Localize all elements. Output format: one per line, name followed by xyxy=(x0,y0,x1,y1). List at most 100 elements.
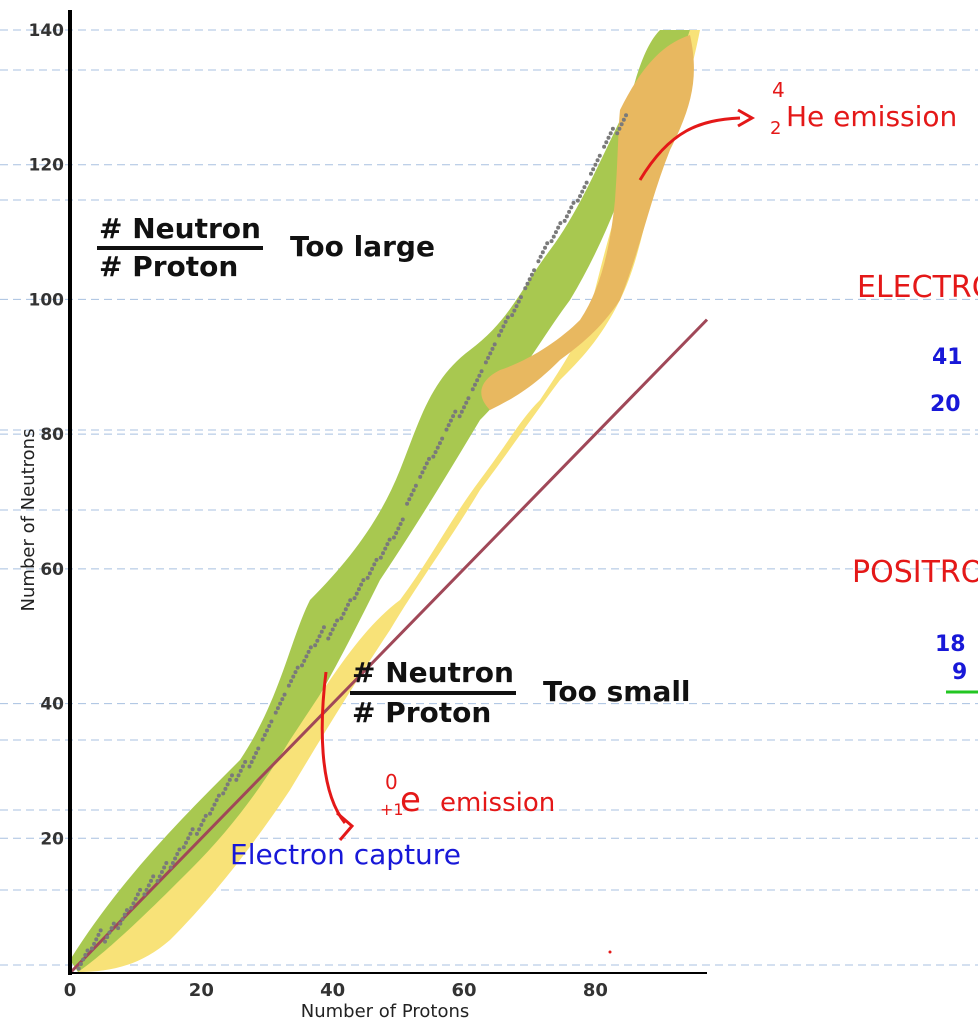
nucleus-dot xyxy=(407,497,412,502)
nucleus-dot xyxy=(387,537,392,542)
x-tick-label: 40 xyxy=(320,980,345,1001)
nucleus-dot xyxy=(477,373,482,378)
nucleus-dot xyxy=(580,189,585,194)
nucleus-dot xyxy=(608,131,613,136)
nucleus-dot xyxy=(177,847,182,852)
nucleus-dot xyxy=(330,627,335,632)
nucleus-dot xyxy=(446,423,451,428)
nucleus-dot xyxy=(81,957,86,962)
nucleus-dot xyxy=(216,793,221,798)
nucleus-dot xyxy=(475,378,480,383)
nucleus-dot xyxy=(116,926,121,931)
nucleus-dot xyxy=(615,131,620,136)
he-atomic-number: 2 xyxy=(770,118,782,139)
nucleus-dot xyxy=(94,937,99,942)
nucleus-dot xyxy=(621,117,626,122)
nucleus-dot xyxy=(405,501,410,506)
nucleus-dot xyxy=(317,634,322,639)
positron-heading: POSITRON xyxy=(852,555,978,590)
nucleus-dot xyxy=(76,966,81,971)
nucleus-dot xyxy=(593,162,598,167)
nucleus-dot xyxy=(588,171,593,176)
nucleus-dot xyxy=(453,409,458,414)
nucleus-dot xyxy=(490,346,495,351)
y-tick-label: 80 xyxy=(40,425,64,445)
nucleus-dot xyxy=(300,663,305,668)
nucleus-dot xyxy=(372,562,377,567)
nucleus-dot xyxy=(326,636,331,641)
nucleus-dot xyxy=(243,759,248,764)
nucleus-dot xyxy=(313,643,318,648)
nucleus-dot xyxy=(168,865,173,870)
bottom-fraction-numerator: # Neutron xyxy=(350,655,516,695)
nucleus-dot xyxy=(367,571,372,576)
nucleus-dot xyxy=(595,158,600,163)
electron-capture-label: Electron capture xyxy=(230,838,461,871)
he-emission-arrowhead xyxy=(737,108,756,128)
nucleus-dot xyxy=(210,807,215,812)
nucleus-dot xyxy=(492,342,497,347)
y-tick-label: 100 xyxy=(29,290,65,310)
nucleus-dot xyxy=(538,254,543,259)
nucleus-dot xyxy=(83,953,88,958)
nucleus-dot xyxy=(306,649,311,654)
nucleus-dot xyxy=(346,602,351,607)
nuclide-20: 20 xyxy=(930,392,961,417)
nucleus-dot xyxy=(556,225,561,230)
x-tick-label: 60 xyxy=(451,980,476,1001)
nucleus-dot xyxy=(262,733,267,738)
nucleus-dot xyxy=(374,557,379,562)
nucleus-dot xyxy=(437,441,442,446)
y-tick-label: 40 xyxy=(40,695,64,715)
nucleus-dot xyxy=(510,313,515,318)
nucleus-dot xyxy=(409,492,414,497)
axes xyxy=(68,10,707,975)
nucleus-dot xyxy=(431,454,436,459)
grid-lines xyxy=(0,29,978,966)
nucleus-dot xyxy=(597,153,602,158)
nucleus-dot xyxy=(129,905,134,910)
nucleus-dot xyxy=(543,245,548,250)
nucleus-dot xyxy=(505,315,510,320)
nucleus-dot xyxy=(92,941,97,946)
nucleus-dot xyxy=(571,200,576,205)
y-tick-label: 60 xyxy=(40,560,64,580)
nucleus-dot xyxy=(516,299,521,304)
nucleus-dot xyxy=(256,746,261,751)
nucleus-dot xyxy=(348,598,353,603)
nucleus-dot xyxy=(295,665,300,670)
nucleus-dot xyxy=(472,382,477,387)
nucleus-dot xyxy=(221,791,226,796)
region-orange xyxy=(481,35,694,410)
nucleus-dot xyxy=(149,878,154,883)
nucleus-dot xyxy=(289,679,294,684)
nucleus-dot xyxy=(151,874,156,879)
nucleus-dot xyxy=(107,930,112,935)
beta-plus-arrow xyxy=(320,671,347,824)
nucleus-dot xyxy=(584,180,589,185)
region-green xyxy=(70,30,690,972)
nucleus-dot xyxy=(159,869,164,874)
beta-charge: +1 xyxy=(380,800,404,819)
y-tick-label: 140 xyxy=(29,21,65,41)
nucleus-dot xyxy=(227,777,232,782)
one-to-one-line xyxy=(68,318,709,975)
he-emission-label: He emission xyxy=(786,100,958,133)
nucleus-dot xyxy=(462,405,467,410)
nucleus-dot xyxy=(624,113,629,118)
nucleus-dot xyxy=(427,456,432,461)
nucleus-dot xyxy=(203,813,208,818)
nucleus-dot xyxy=(536,259,541,264)
nucleus-dot xyxy=(146,883,151,888)
nucleus-dot xyxy=(486,355,491,360)
y-tick-label: 120 xyxy=(29,156,65,176)
nucleus-dot xyxy=(479,369,484,374)
nucleus-dot xyxy=(122,912,127,917)
nucleus-dot xyxy=(278,701,283,706)
top-fraction-denominator: # Proton xyxy=(99,250,239,283)
nucleus-dot xyxy=(103,939,108,944)
nucleus-dot xyxy=(553,230,558,235)
tick-labels: 0 20 40 60 80 20 40 60 80 100 120 140 xyxy=(29,21,608,1001)
nucleus-dot xyxy=(188,831,193,836)
nucleus-dot xyxy=(448,418,453,423)
